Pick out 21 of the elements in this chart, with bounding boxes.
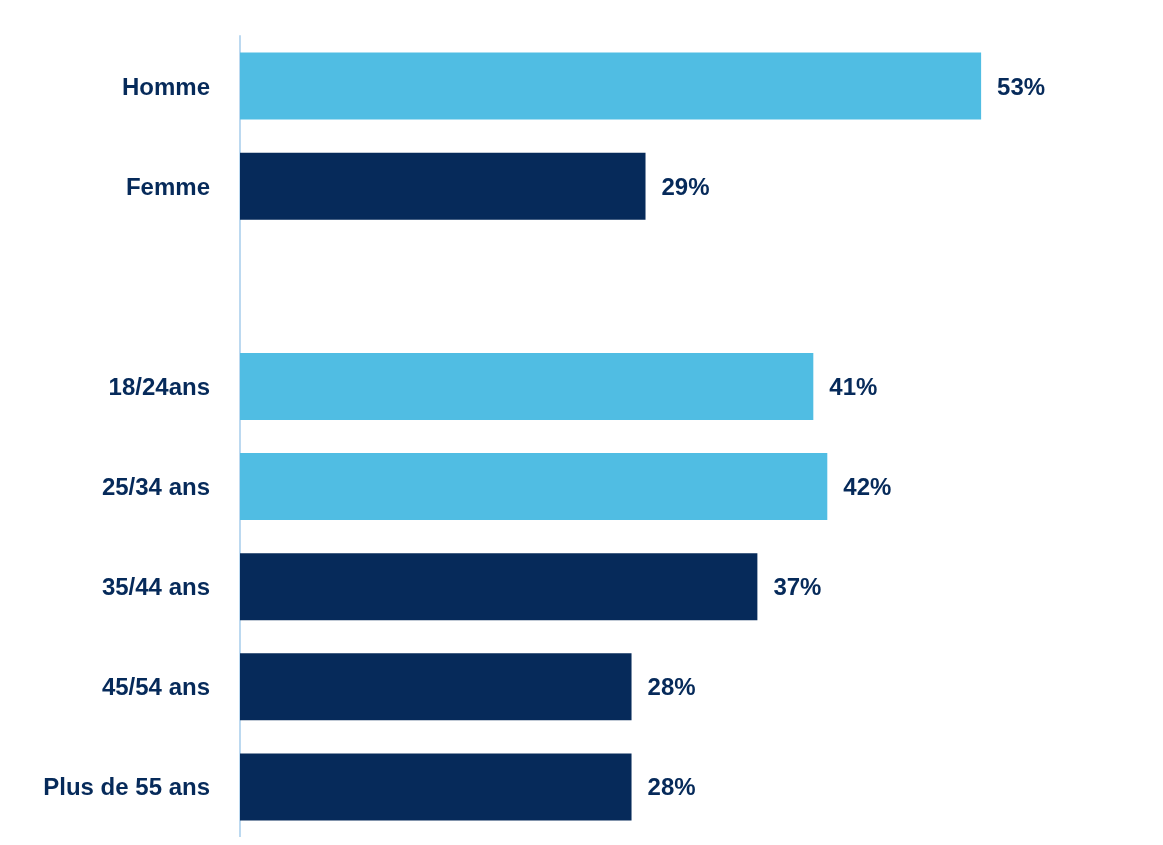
data-label: 28% <box>647 773 696 801</box>
bar <box>240 352 814 420</box>
bar <box>240 553 758 621</box>
bar <box>240 753 632 821</box>
y-tick-label: 18/24ans <box>108 372 210 400</box>
y-tick-label: Plus de 55 ans <box>43 773 210 801</box>
bar <box>240 152 646 220</box>
data-label: 53% <box>997 72 1046 100</box>
data-label: 41% <box>829 372 878 400</box>
y-tick-label: Femme <box>125 172 210 200</box>
y-tick-label: 25/34 ans <box>101 473 210 501</box>
data-label: 42% <box>843 473 892 501</box>
data-label: 28% <box>647 673 696 701</box>
y-tick-label: 35/44 ans <box>101 573 210 601</box>
data-label: 29% <box>661 172 710 200</box>
bar <box>240 52 982 120</box>
bar <box>240 453 828 521</box>
bar <box>240 653 632 721</box>
y-tick-label: Homme <box>121 72 210 100</box>
y-tick-label: 45/54 ans <box>101 673 210 701</box>
data-label: 37% <box>773 573 822 601</box>
